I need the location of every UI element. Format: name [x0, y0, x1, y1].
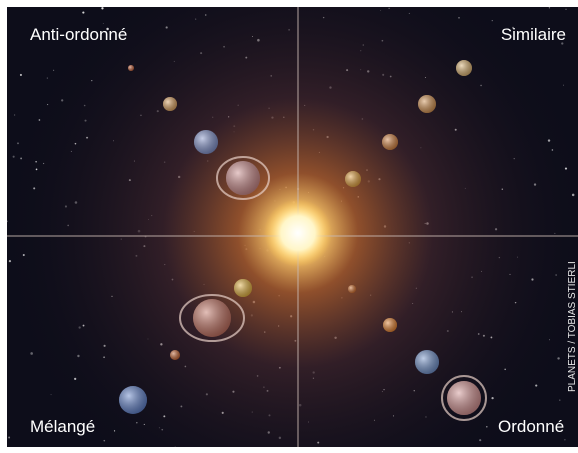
- label-anti-ordonne: Anti-ordonné: [30, 25, 127, 44]
- planet-ring: [441, 375, 487, 421]
- planets: [119, 60, 487, 421]
- planet-shading: [170, 350, 180, 360]
- planet-shading: [348, 285, 356, 293]
- planet-shading: [456, 60, 472, 76]
- planet-ring: [179, 294, 245, 342]
- planet-shading: [226, 161, 260, 195]
- planet-shading: [447, 381, 481, 415]
- label-melange: Mélangé: [30, 417, 95, 436]
- planet-shading: [418, 95, 436, 113]
- label-similaire: Similaire: [501, 25, 566, 44]
- planet-shading: [193, 299, 231, 337]
- planet-shading: [128, 65, 134, 71]
- planet-shading: [163, 97, 177, 111]
- label-ordonne: Ordonné: [498, 417, 564, 436]
- planet-shading: [119, 386, 147, 414]
- scene: Anti-ordonné Similaire Mélangé Ordonné P…: [7, 7, 578, 447]
- planet-shading: [194, 130, 218, 154]
- planet-shading: [383, 318, 397, 332]
- planet-shading: [234, 279, 252, 297]
- sun: [264, 199, 332, 267]
- planet-shading: [415, 350, 439, 374]
- credit: PLANETS / TOBIAS STIERLI: [567, 261, 578, 392]
- planet-shading: [345, 171, 361, 187]
- planet-ring: [216, 156, 270, 200]
- planet-shading: [382, 134, 398, 150]
